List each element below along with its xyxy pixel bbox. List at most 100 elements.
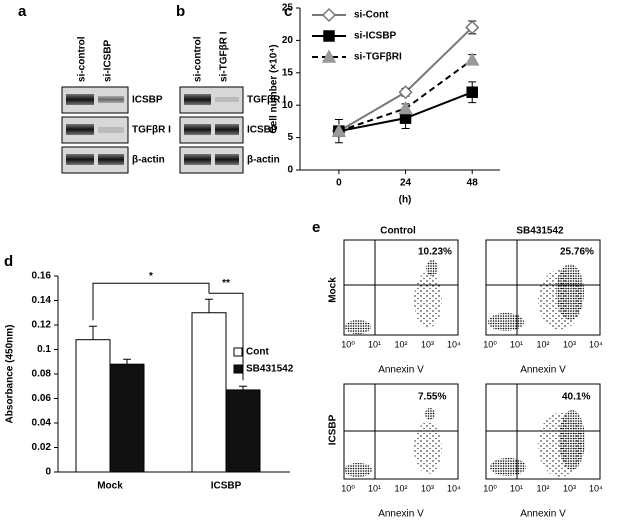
percentage: 40.1% xyxy=(562,392,590,403)
legend-swatch xyxy=(233,364,243,374)
y-tick-label: 0.04 xyxy=(32,418,52,429)
percentage: 7.55% xyxy=(418,392,446,403)
x-axis-label: Annexin V xyxy=(378,509,424,520)
legend-label: si-TGFβRI xyxy=(354,52,402,63)
x-tick-label: 10³ xyxy=(421,483,434,493)
y-tick-label: 0.16 xyxy=(32,271,52,282)
flow-plot xyxy=(485,239,601,336)
column-label: SB431542 xyxy=(516,226,564,237)
y-tick-label: 0.1 xyxy=(37,344,51,355)
marker xyxy=(323,30,335,42)
y-tick-label: 10 xyxy=(282,100,294,111)
row-label: ICSBP xyxy=(328,414,339,445)
panel-label: e xyxy=(312,219,320,236)
column-label: Control xyxy=(380,226,416,237)
band-label: TGFβR I xyxy=(132,125,171,136)
bar xyxy=(75,339,111,473)
y-tick-label: 0.08 xyxy=(32,369,52,380)
x-tick-label: 10² xyxy=(536,483,549,493)
marker xyxy=(399,112,412,124)
band-label: ICSBP xyxy=(247,125,278,136)
x-tick-label: 10⁰ xyxy=(483,339,497,349)
panel-label: d xyxy=(4,253,13,270)
lane-label: si-control xyxy=(193,36,204,82)
x-tick-label: 24 xyxy=(400,178,412,189)
x-tick-label: 10² xyxy=(394,483,407,493)
y-tick-label: 0.14 xyxy=(32,295,52,306)
legend-label: si-Cont xyxy=(354,10,389,21)
x-axis-label: Annexin V xyxy=(520,509,566,520)
y-tick-label: 0 xyxy=(287,165,293,176)
x-tick-label: Mock xyxy=(97,481,123,492)
row-label: Mock xyxy=(328,277,339,303)
x-tick-label: 10⁴ xyxy=(589,339,603,349)
band-label: β-actin xyxy=(247,155,280,166)
y-tick-label: 0.06 xyxy=(32,393,52,404)
bracket xyxy=(92,282,210,321)
flow-plot xyxy=(343,383,459,480)
y-tick-label: 5 xyxy=(287,132,293,143)
y-tick-label: 0.12 xyxy=(32,320,52,331)
percentage: 10.23% xyxy=(418,247,452,258)
x-tick-label: 10² xyxy=(536,339,549,349)
panel-label: a xyxy=(18,3,27,20)
annotation: * xyxy=(149,271,153,282)
x-axis-label: Annexin V xyxy=(520,365,566,376)
panel-label: b xyxy=(176,3,185,20)
flow-plot xyxy=(485,383,601,480)
x-tick-label: 10³ xyxy=(563,339,576,349)
x-tick-label: 10⁴ xyxy=(447,483,461,493)
y-axis-label: Cell number (×10⁴) xyxy=(269,44,280,133)
bar xyxy=(191,312,227,473)
x-tick-label: 48 xyxy=(467,178,479,189)
band-label: TGFβR I xyxy=(247,95,286,106)
x-tick-label: 10¹ xyxy=(510,339,523,349)
bar xyxy=(109,363,145,473)
x-tick-label: 10³ xyxy=(563,483,576,493)
y-tick-label: 0 xyxy=(45,467,51,478)
x-axis-label: Annexin V xyxy=(378,365,424,376)
x-tick-label: 0 xyxy=(336,178,342,189)
x-tick-label: 10¹ xyxy=(368,483,381,493)
band-label: β-actin xyxy=(132,155,165,166)
x-tick-label: 10⁰ xyxy=(341,483,355,493)
blot xyxy=(61,86,129,174)
x-tick-label: 10⁴ xyxy=(589,483,603,493)
flow-plot xyxy=(343,239,459,336)
legend-label: Cont xyxy=(246,347,269,358)
blot xyxy=(179,86,244,174)
error-bar xyxy=(123,358,131,365)
y-tick-label: 15 xyxy=(282,67,294,78)
lane-label: si-control xyxy=(77,36,88,82)
x-axis-label: (h) xyxy=(399,195,412,206)
marker xyxy=(465,20,480,35)
x-tick-label: ICSBP xyxy=(211,481,242,492)
x-tick-label: 10² xyxy=(394,339,407,349)
error-bar xyxy=(205,298,213,313)
marker xyxy=(398,100,413,115)
marker xyxy=(321,7,337,23)
y-tick-label: 20 xyxy=(282,35,294,46)
y-tick-label: 0.02 xyxy=(32,442,52,453)
error-bar xyxy=(239,385,247,390)
percentage: 25.76% xyxy=(560,247,594,258)
legend-swatch xyxy=(233,347,243,357)
band-label: ICSBP xyxy=(132,95,163,106)
y-tick-label: 25 xyxy=(282,3,294,14)
marker xyxy=(398,85,413,100)
lane-label: si-ICSBP xyxy=(103,39,114,82)
x-tick-label: 10⁰ xyxy=(341,339,355,349)
panel-label: c xyxy=(284,3,292,20)
marker xyxy=(466,86,478,98)
x-tick-label: 10¹ xyxy=(368,339,381,349)
x-tick-label: 10⁴ xyxy=(447,339,461,349)
lane-label: si-TGFβR I xyxy=(219,31,230,82)
error-bar xyxy=(89,325,97,340)
bracket xyxy=(209,292,244,381)
legend-label: si-ICSBP xyxy=(354,31,397,42)
marker xyxy=(464,52,480,66)
marker xyxy=(321,49,337,63)
annotation: ** xyxy=(222,278,230,289)
x-tick-label: 10¹ xyxy=(510,483,523,493)
